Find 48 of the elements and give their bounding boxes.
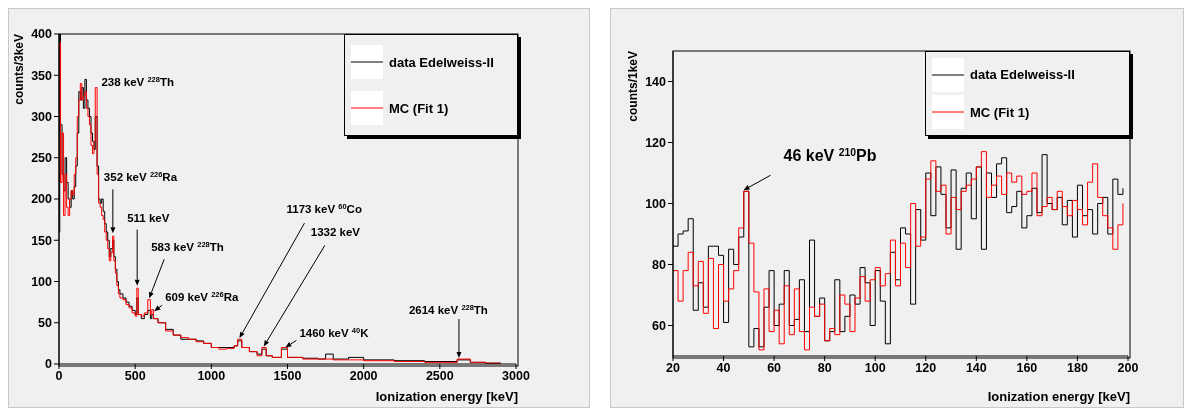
y-tick-label: 150	[31, 233, 53, 248]
x-tick-label: 3000	[502, 368, 530, 383]
y-tick-label: 300	[31, 109, 53, 124]
x-tick-label: 100	[864, 360, 886, 375]
x-axis-title: Ionization energy [keV]	[987, 389, 1130, 404]
y-tick-label: 350	[31, 68, 53, 83]
y-tick-label: 100	[645, 196, 667, 211]
x-tick-label: 1500	[273, 368, 302, 383]
y-tick-label: 50	[38, 316, 53, 331]
x-tick-label: 2500	[425, 368, 454, 383]
x-tick-label: 2000	[349, 368, 378, 383]
annotation: 238 keV $^{228}$Th	[101, 74, 174, 88]
annotation: 511 keV	[127, 211, 170, 224]
legend-label: data Edelweiss-II	[389, 54, 494, 70]
x-tick-label: 20	[666, 360, 680, 375]
y-tick-label: 250	[31, 151, 53, 166]
legend-label: MC (Fit 1)	[389, 100, 449, 116]
x-tick-label: 500	[124, 368, 146, 383]
x-tick-label: 80	[817, 360, 832, 375]
y-tick-label: 400	[31, 27, 53, 42]
annotation: 1173 keV $^{60}$Co	[286, 201, 362, 216]
x-tick-label: 60	[767, 360, 782, 375]
y-tick-label: 140	[645, 74, 667, 89]
x-tick-label: 1000	[197, 368, 226, 383]
annotation: 583 keV $^{228}$Th	[151, 239, 224, 254]
x-tick-label: 140	[965, 360, 987, 375]
y-tick-label: 120	[645, 135, 667, 150]
x-tick-label: 0	[55, 368, 63, 383]
y-axis-title: counts/3keV	[12, 34, 26, 105]
annotation: 1460 keV $^{40}$K	[299, 325, 370, 340]
legend-label: MC (Fit 1)	[970, 104, 1030, 120]
annotation: 352 keV $^{226}$Ra	[103, 169, 178, 184]
y-tick-label: 200	[31, 192, 53, 207]
annotation: 2614 keV $^{228}$Th	[408, 302, 488, 317]
x-tick-label: 160	[1016, 360, 1038, 375]
y-axis-title: counts/1keV	[626, 51, 640, 122]
annotation: 609 keV $^{226}$Ra	[165, 289, 239, 304]
x-tick-label: 180	[1067, 360, 1088, 375]
x-axis-title: Ionization energy [keV]	[375, 389, 518, 404]
x-tick-label: 40	[716, 360, 731, 375]
y-tick-label: 100	[31, 274, 53, 289]
legend-label: data Edelweiss-II	[970, 67, 1075, 83]
annotation: 46 keV $^{210}$Pb	[783, 146, 877, 165]
x-tick-label: 200	[1117, 360, 1139, 375]
y-tick-label: 80	[652, 257, 667, 272]
annotation: 1332 keV	[310, 226, 361, 239]
x-tick-label: 120	[915, 360, 937, 375]
y-tick-label: 60	[652, 318, 667, 333]
